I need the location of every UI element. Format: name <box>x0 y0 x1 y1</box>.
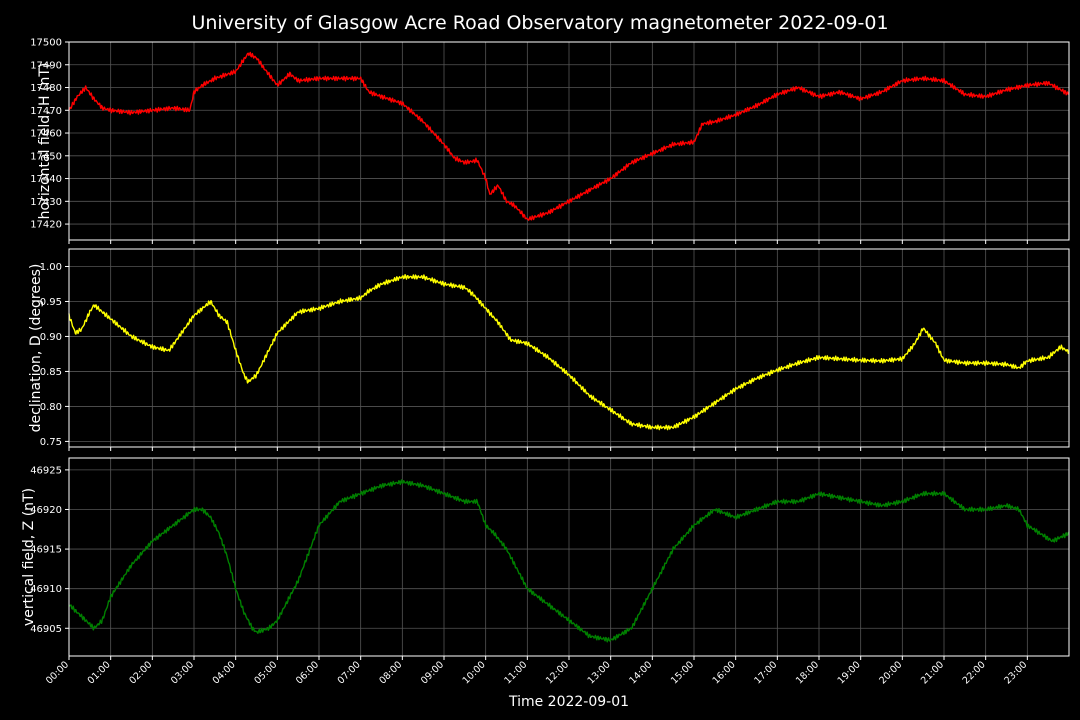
x-tick-label: 04:00 <box>211 659 238 686</box>
x-tick-label: 08:00 <box>377 659 404 686</box>
y-tick-label: 17440 <box>30 174 62 185</box>
series-line-h <box>68 51 1070 221</box>
y-tick-label: 17460 <box>30 129 62 140</box>
y-tick-label: 0.90 <box>40 332 62 343</box>
x-tick-label: 15:00 <box>669 659 696 686</box>
y-tick-label: 17480 <box>30 83 62 94</box>
x-tick-label: 14:00 <box>627 659 654 686</box>
series-line-d <box>68 274 1070 431</box>
x-tick-label: 23:00 <box>1002 659 1029 686</box>
chart-title: University of Glasgow Acre Road Observat… <box>191 12 888 34</box>
x-tick-label: 09:00 <box>419 659 446 686</box>
x-tick-label: 03:00 <box>169 659 196 686</box>
x-tick-label: 19:00 <box>836 659 863 686</box>
y-tick-label: 46920 <box>30 505 62 516</box>
y-tick-label: 17450 <box>30 151 62 162</box>
x-tick-label: 00:00 <box>44 659 71 686</box>
series-line-z <box>68 479 1070 643</box>
x-axis-label: Time 2022-09-01 <box>508 694 629 710</box>
y-tick-label: 0.80 <box>40 402 62 413</box>
x-tick-label: 21:00 <box>919 659 946 686</box>
panel-frame-z <box>68 457 1070 657</box>
y-tick-label: 46905 <box>30 624 62 635</box>
y-tick-label: 17490 <box>30 60 62 71</box>
y-tick-label: 17420 <box>30 220 62 231</box>
x-tick-label: 02:00 <box>127 659 154 686</box>
y-tick-label: 17470 <box>30 106 62 117</box>
y-tick-label: 17500 <box>30 38 62 49</box>
y-tick-label: 46925 <box>30 465 62 476</box>
x-tick-label: 06:00 <box>294 659 321 686</box>
y-tick-label: 46915 <box>30 545 62 556</box>
panel-frame-h <box>68 41 1070 241</box>
y-tick-label: 17430 <box>30 197 62 208</box>
x-tick-label: 18:00 <box>794 659 821 686</box>
x-tick-label: 12:00 <box>544 659 571 686</box>
x-tick-label: 11:00 <box>502 659 529 686</box>
y-tick-label: 0.95 <box>40 297 62 308</box>
x-tick-label: 20:00 <box>877 659 904 686</box>
y-tick-label: 0.75 <box>40 437 62 448</box>
y-axis-label-h: horizontal field, H (nT) <box>37 63 53 220</box>
x-tick-label: 22:00 <box>961 659 988 686</box>
x-tick-label: 13:00 <box>586 659 613 686</box>
y-tick-label: 0.85 <box>40 367 62 378</box>
y-axis-label-d: declination, D (degrees) <box>28 264 44 433</box>
y-tick-label: 46910 <box>30 584 62 595</box>
panel-frame-d <box>68 248 1070 448</box>
x-tick-label: 10:00 <box>461 659 488 686</box>
x-tick-label: 07:00 <box>336 659 363 686</box>
x-tick-label: 05:00 <box>252 659 279 686</box>
x-tick-label: 16:00 <box>711 659 738 686</box>
x-tick-label: 17:00 <box>752 659 779 686</box>
x-tick-label: 01:00 <box>86 659 113 686</box>
y-axis-label-z: vertical field, Z (nT) <box>21 488 37 626</box>
y-tick-label: 1.00 <box>40 262 62 273</box>
